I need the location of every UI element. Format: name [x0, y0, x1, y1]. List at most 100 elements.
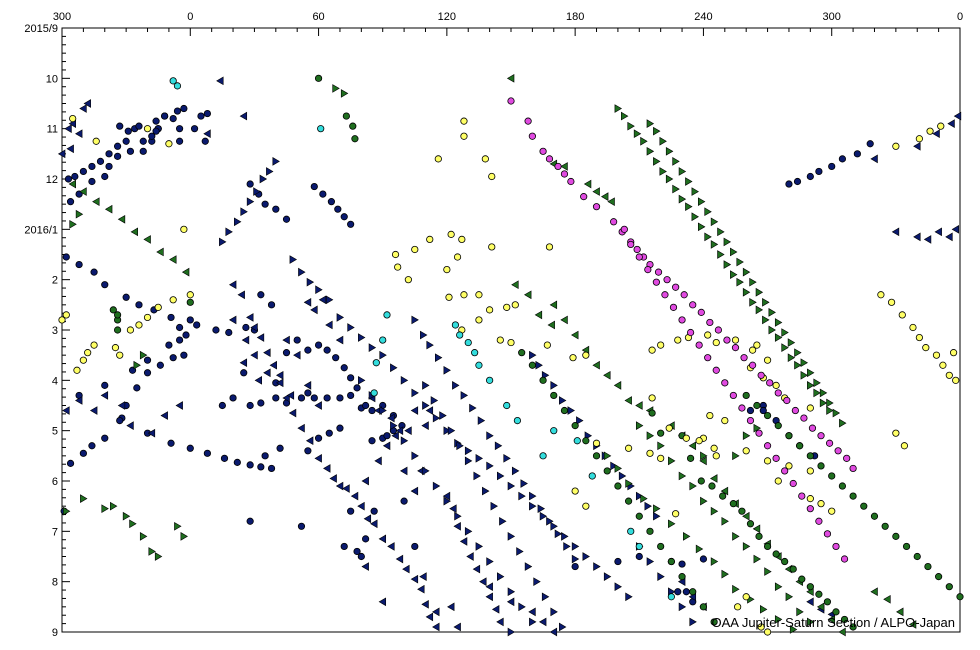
data-point — [753, 423, 761, 433]
data-point — [529, 491, 537, 501]
data-point — [900, 442, 909, 450]
data-point — [286, 391, 295, 400]
data-point — [80, 494, 88, 503]
data-point — [926, 127, 934, 135]
data-point — [934, 227, 942, 237]
data-point — [922, 344, 930, 352]
data-point — [332, 354, 340, 362]
data-point — [447, 230, 455, 238]
data-point — [550, 381, 558, 390]
data-point — [706, 411, 714, 420]
data-point — [806, 452, 814, 460]
data-point — [79, 167, 87, 176]
data-point — [325, 295, 334, 305]
data-point — [648, 394, 656, 402]
data-point — [539, 376, 547, 384]
data-point — [90, 341, 98, 349]
data-point — [246, 517, 254, 525]
data-point — [721, 569, 729, 579]
data-point — [203, 449, 211, 457]
data-point — [327, 198, 335, 206]
data-point — [420, 330, 428, 340]
data-point — [550, 427, 558, 435]
data-point — [511, 466, 520, 476]
data-point — [276, 444, 284, 452]
data-point — [104, 204, 113, 214]
data-point — [603, 572, 612, 581]
data-point — [425, 406, 434, 415]
data-point — [460, 291, 468, 299]
data-point — [96, 157, 105, 165]
data-point — [374, 456, 382, 466]
data-point — [310, 182, 318, 191]
data-point — [101, 281, 109, 289]
data-point — [148, 547, 156, 556]
data-point — [736, 277, 744, 287]
data-point — [554, 162, 562, 171]
data-point — [507, 97, 515, 105]
data-point — [717, 227, 725, 237]
data-point — [225, 227, 233, 237]
data-point — [452, 381, 460, 390]
data-point — [257, 463, 265, 471]
data-point — [293, 336, 301, 344]
data-point — [695, 437, 703, 445]
data-point — [71, 172, 79, 181]
data-point — [447, 426, 456, 435]
data-point — [422, 401, 430, 410]
data-point — [497, 572, 505, 581]
data-point — [254, 376, 263, 385]
data-point — [849, 623, 857, 631]
data-point — [477, 416, 486, 425]
data-point — [789, 625, 798, 634]
data-point — [439, 411, 447, 420]
data-point — [794, 360, 802, 370]
data-point — [379, 336, 387, 344]
data-point — [823, 530, 832, 538]
data-point — [340, 542, 348, 551]
data-point — [419, 572, 427, 581]
data-point — [832, 608, 840, 616]
data-point — [411, 451, 419, 461]
data-point — [133, 384, 141, 392]
data-point — [913, 232, 921, 242]
data-point — [567, 177, 575, 186]
data-point — [723, 336, 731, 344]
data-point — [648, 409, 656, 417]
data-point — [560, 406, 569, 415]
data-point — [425, 612, 434, 622]
data-point — [755, 532, 763, 540]
data-point — [947, 119, 955, 128]
data-point — [621, 111, 629, 121]
data-point — [624, 396, 632, 405]
y-tick-label: 9 — [52, 627, 58, 639]
data-point — [237, 290, 245, 300]
data-point — [657, 572, 665, 581]
data-point — [524, 562, 533, 571]
data-point — [819, 388, 828, 398]
data-point — [186, 316, 194, 324]
data-point — [64, 124, 72, 133]
data-point — [180, 225, 188, 233]
data-point — [475, 316, 483, 324]
data-point — [657, 441, 665, 451]
data-point — [710, 240, 719, 249]
data-point — [503, 303, 511, 311]
data-point — [678, 602, 687, 612]
data-point — [697, 477, 705, 485]
data-point — [661, 291, 669, 299]
data-point — [580, 193, 588, 201]
data-point — [712, 452, 720, 460]
data-point — [426, 340, 434, 350]
data-point — [787, 353, 796, 363]
data-point — [390, 421, 398, 430]
data-point — [543, 341, 551, 349]
data-point — [173, 82, 182, 90]
y-tick-label: 4 — [52, 375, 58, 387]
data-point — [240, 207, 248, 217]
data-point — [908, 620, 917, 629]
data-point — [485, 582, 493, 592]
data-point — [529, 501, 537, 511]
data-point — [350, 491, 359, 501]
data-point — [154, 303, 162, 311]
